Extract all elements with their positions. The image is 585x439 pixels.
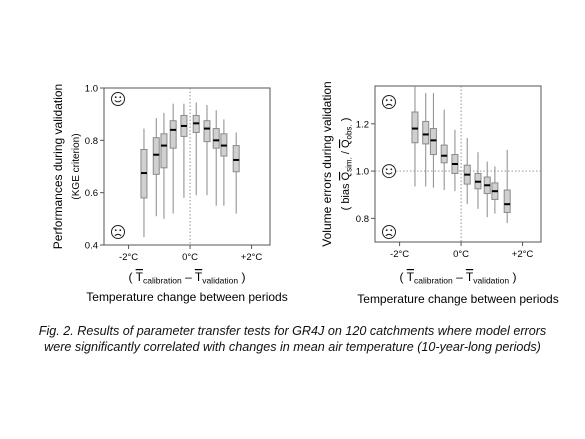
y-axis-sublabel: ( bias Qsim. / Qobs. ): [340, 118, 354, 211]
y-tick-label: 1.2: [356, 119, 369, 130]
box-plot-item: [192, 102, 200, 196]
happy-face-icon: [111, 92, 125, 106]
box-body: [160, 133, 168, 169]
y-tick-label: 1.0: [85, 84, 98, 95]
x-tick-label: +2°C: [241, 252, 263, 263]
box-plot-item: [203, 105, 211, 196]
box-plot-item: [503, 149, 511, 224]
sad-face-icon: [382, 95, 396, 109]
box-plot-item: [451, 129, 459, 192]
box-plot-item: [440, 109, 448, 190]
y-tick-label: 0.6: [85, 188, 98, 199]
x-axis-label: Temperature change between periods: [86, 290, 287, 304]
y-tick-label: 0.4: [85, 241, 98, 252]
x-tick-label: 0°C: [182, 252, 198, 263]
plot-frame: [374, 85, 542, 243]
x-tick-label: 0°C: [453, 249, 469, 260]
panel-volume-errors: 0.8 1.0 1.2 -2°C 0°C +2°C Volume errors during…: [320, 81, 559, 306]
happy-face-icon: [382, 164, 396, 179]
box-body: [440, 144, 448, 164]
box-plot-item: [463, 138, 471, 205]
box-plot-item: [483, 161, 491, 218]
figure-caption: Fig. 2. Results of parameter transfer te…: [8, 323, 577, 355]
x-tick-label: -2°C: [390, 249, 409, 260]
box-plot-item: [180, 103, 188, 198]
box-body: [169, 120, 177, 149]
box-plot-item: [429, 93, 437, 188]
x-axis-formula: ( Tcalibration – Tvalidation ): [129, 270, 246, 286]
y-axis-label: Volume errors during validation: [320, 81, 334, 246]
box-plot-item: [169, 103, 177, 214]
caption-line-1: Fig. 2. Results of parameter transfer te…: [38, 324, 547, 338]
y-tick-label: 0.8: [356, 214, 369, 225]
box-body: [503, 189, 511, 213]
box-plot-item: [220, 119, 228, 206]
y-axis-label: Performances during validation: [51, 84, 65, 249]
x-axis-label: Temperature change between periods: [357, 292, 558, 306]
box-plot-item: [160, 112, 168, 219]
sad-face-icon: [382, 225, 396, 239]
box-body: [232, 145, 240, 173]
box-plot-item: [411, 86, 419, 187]
x-tick-label: -2°C: [119, 252, 138, 263]
box-plot-item: [152, 118, 160, 217]
box-plot-item: [212, 110, 220, 206]
box-body: [152, 137, 160, 175]
box-body: [212, 128, 220, 149]
box-plot-item: [232, 132, 240, 214]
box-plot-item: [474, 152, 482, 209]
box-body: [411, 111, 419, 144]
y-axis-sublabel: (KGE criterion): [71, 133, 82, 199]
box-plot-item: [491, 166, 499, 214]
y-tick-label: 1.0: [356, 167, 369, 178]
box-body: [429, 128, 437, 156]
plot-frame: [103, 87, 271, 246]
y-tick-label: 0.8: [85, 136, 98, 147]
x-axis-formula: ( Tcalibration – Tvalidation ): [400, 270, 517, 286]
sad-face-icon: [111, 225, 125, 239]
box-body: [422, 120, 430, 145]
panel-kge-performance: 0.4 0.6 0.8 1.0 -2°C 0°C +2°C Performances duri…: [51, 84, 288, 305]
box-body: [203, 120, 211, 143]
x-tick-label: +2°C: [512, 249, 534, 260]
box-plot-item: [140, 128, 148, 238]
caption-line-2: were significantly correlated with chang…: [44, 340, 541, 354]
box-plot-item: [422, 93, 430, 187]
